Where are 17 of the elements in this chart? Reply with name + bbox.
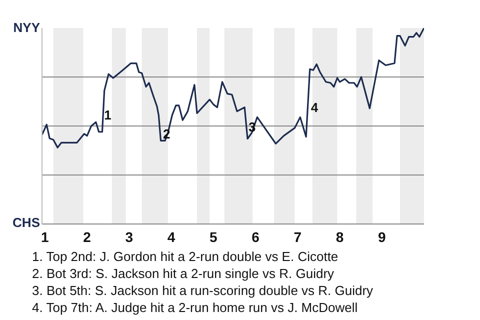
text: 2. Bot 3rd: S. Jackson hit a 2-run single vs R. Guidry [32, 265, 336, 282]
annotation: 4 [310, 100, 319, 115]
annotation: 1 [104, 108, 112, 123]
x-tick-label: 9 [378, 228, 386, 245]
x-tick-label: 1 [41, 228, 50, 245]
x-tick-label: 5 [210, 228, 218, 245]
text: 1. Top 2nd: J. Gordon hit a 2-run double vs E. Cicotte [32, 248, 340, 265]
text: CHS [12, 215, 40, 230]
x-tick-label: 7 [294, 228, 302, 245]
x-tick-label: 6 [252, 228, 260, 245]
x-tick-label: 3 [125, 228, 134, 245]
x-tick-label: 4 [167, 228, 176, 245]
text: 3. Bot 5th: S. Jackson hit a run-scoring double vs R. Guidry [32, 282, 374, 299]
text: 4. Top 7th: A. Judge hit a 2-run home run vs J. McDowell [32, 299, 359, 316]
x-tick-label: 8 [336, 228, 344, 245]
text: NYY [12, 20, 40, 35]
x-tick-label: 2 [83, 228, 92, 245]
